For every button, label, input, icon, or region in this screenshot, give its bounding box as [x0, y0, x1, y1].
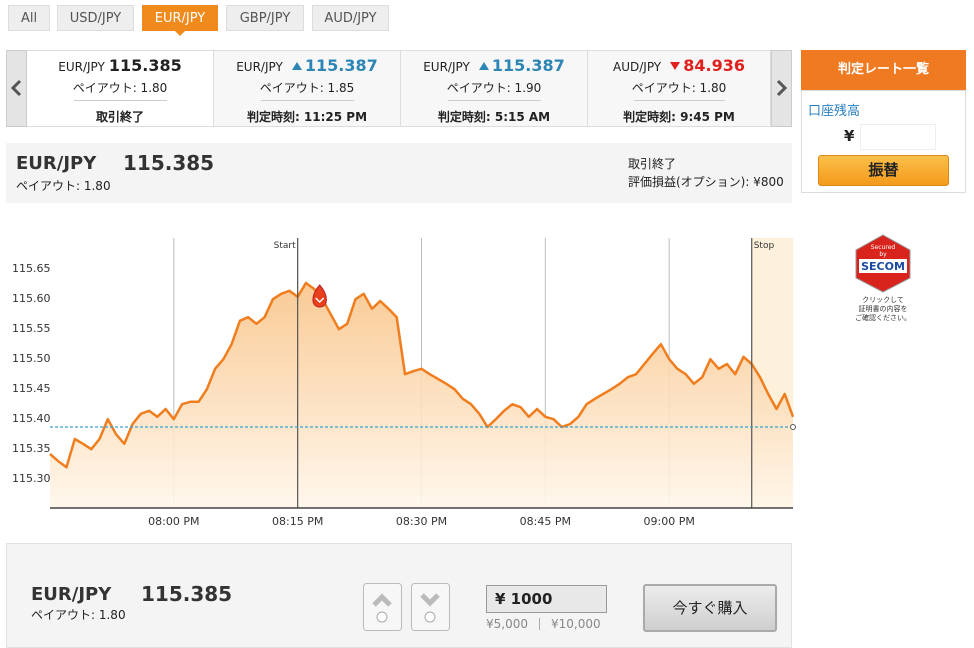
balance-label: 口座残高	[808, 104, 861, 119]
tab[interactable]: All	[8, 5, 50, 31]
rate: 84.936	[670, 56, 745, 75]
y-tick-label: 115.55	[12, 322, 51, 335]
rate: 115.385	[123, 151, 215, 175]
x-tick-label: 09:00 PM	[644, 515, 695, 528]
y-tick-label: 115.35	[12, 442, 51, 455]
x-tick-label: 08:00 PM	[148, 515, 199, 528]
y-tick-label: 115.30	[12, 472, 51, 485]
pair: EUR/JPY	[31, 584, 112, 605]
payout: ペイアウト: 1.80	[72, 81, 168, 95]
preset[interactable]: ¥5,000	[486, 617, 528, 631]
rate-card[interactable]: EUR/JPY 115.385 ペイアウト: 1.80 取引終了	[27, 50, 214, 127]
status: 判定時刻: 9:45 PM	[623, 110, 735, 124]
badge-brand: SECOM	[861, 260, 905, 273]
pnl: 評価損益(オプション): ¥800	[628, 175, 784, 189]
up-arrow	[478, 62, 489, 70]
amount-field[interactable]: ¥ 1000	[486, 585, 607, 613]
rate: 115.387	[291, 56, 378, 75]
tab[interactable]: GBP/JPY	[226, 5, 304, 31]
y-tick-label: 115.65	[12, 262, 51, 275]
transfer-button[interactable]: 振替	[818, 155, 949, 186]
rate-value: 84.936	[683, 56, 745, 75]
status: 取引終了	[628, 157, 677, 171]
pair: AUD/JPY	[613, 60, 662, 74]
chart: 08:00 PM 08:15 PM 08:30 PM 08:45 PM 09:00 PM…	[12, 238, 796, 528]
price-line	[49, 281, 795, 469]
preset[interactable]: ¥10,000	[551, 617, 601, 631]
up-arrow	[291, 62, 302, 70]
pair: EUR/JPY	[16, 153, 97, 174]
entry-icon-arrow	[315, 297, 325, 304]
badge-note: クリックして	[862, 296, 904, 304]
rate: 115.385	[108, 56, 182, 75]
rate-card[interactable]: AUD/JPY 84.936 ペイアウト: 1.80 判定時刻: 9:45 PM	[588, 50, 771, 127]
payout: ペイアウト: 1.90	[446, 81, 542, 95]
balance-field	[860, 124, 936, 150]
divider	[260, 100, 354, 101]
balance-box: 口座残高 ¥ 振替	[801, 90, 966, 193]
rate-card[interactable]: EUR/JPY 115.387 ペイアウト: 1.90 判定時刻: 5:15 A…	[401, 50, 588, 127]
reference-end	[790, 424, 796, 430]
divider	[633, 100, 725, 101]
status: 取引終了	[95, 110, 144, 124]
x-tick-label: 08:45 PM	[520, 515, 571, 528]
badge-text: Secured	[871, 244, 896, 251]
pair: EUR/JPY	[423, 60, 470, 74]
high-button[interactable]	[363, 583, 403, 632]
summary-bar: EUR/JPY 115.385 ペイアウト: 1.80 取引終了 評価損益(オプ…	[6, 143, 792, 203]
badge-note: ご確認ください。	[855, 313, 911, 322]
x-tick-label: 08:30 PM	[396, 515, 447, 528]
next-button[interactable]	[771, 50, 792, 127]
status: 判定時刻: 11:25 PM	[246, 110, 368, 124]
rate: 115.385	[141, 582, 233, 606]
payout: ペイアウト: 1.80	[631, 81, 727, 95]
divider	[447, 100, 541, 101]
status: 判定時刻: 5:15 AM	[437, 110, 551, 124]
rate: 115.387	[478, 56, 565, 75]
y-tick-label: 115.50	[12, 352, 51, 365]
rate-value: 115.387	[491, 56, 565, 75]
prev-button[interactable]	[6, 50, 27, 127]
badge-note: 証明書の内容を	[859, 304, 908, 313]
marker-label: Start	[274, 241, 296, 251]
marker-label: Stop	[754, 241, 775, 251]
preset-separator	[539, 618, 540, 630]
prev-icon	[10, 79, 22, 97]
next-icon	[776, 79, 788, 97]
y-tick-label: 115.45	[12, 382, 51, 395]
badge-band	[859, 259, 907, 273]
order-panel: EUR/JPY 115.385 ペイアウト: 1.80 ¥ 1000 ¥5,00…	[6, 543, 792, 648]
buy-button[interactable]: 今すぐ購入	[643, 584, 777, 632]
pair: EUR/JPY	[236, 60, 283, 74]
tab[interactable]: AUD/JPY	[312, 5, 389, 31]
tab[interactable]: USD/JPY	[57, 5, 134, 31]
divider	[73, 100, 167, 101]
rate-value: 115.387	[304, 56, 378, 75]
tab-active[interactable]: EUR/JPY	[142, 5, 218, 36]
x-tick-label: 08:15 PM	[272, 515, 323, 528]
area-fill	[50, 283, 793, 508]
badge-text: by	[879, 251, 887, 258]
pair: EUR/JPY	[58, 60, 105, 74]
rate-list-button[interactable]: 判定レート一覧	[801, 50, 966, 90]
down-arrow	[670, 62, 681, 70]
security-badge[interactable]: Secured by SECOM クリックして 証明書の内容を ご確認ください。	[850, 232, 920, 326]
payout: ペイアウト: 1.80	[31, 608, 126, 622]
entry-icon	[312, 284, 327, 308]
y-tick-label: 115.60	[12, 292, 51, 305]
currency: ¥	[844, 127, 855, 145]
payout: ペイアウト: 1.85	[259, 81, 355, 95]
rate-card[interactable]: EUR/JPY 115.387 ペイアウト: 1.85 判定時刻: 11:25 …	[214, 50, 401, 127]
low-button[interactable]	[411, 583, 451, 632]
payout: ペイアウト: 1.80	[16, 179, 111, 193]
y-tick-label: 115.40	[12, 412, 51, 425]
